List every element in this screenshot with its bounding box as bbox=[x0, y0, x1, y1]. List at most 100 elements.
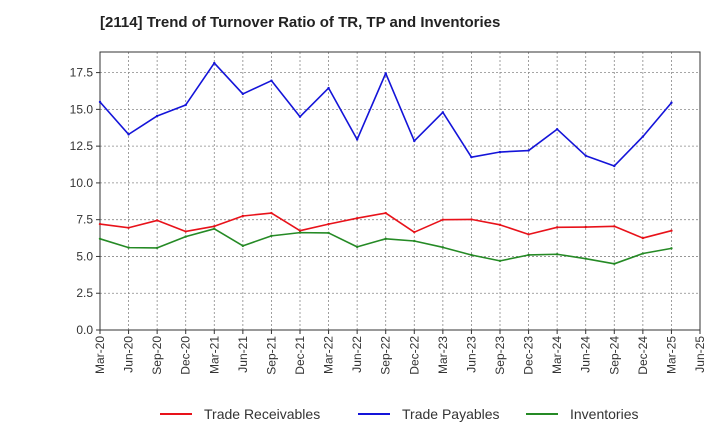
x-tick-label: Dec-23 bbox=[522, 336, 536, 375]
data-point bbox=[613, 262, 616, 266]
data-point bbox=[384, 72, 387, 75]
data-point bbox=[98, 222, 102, 226]
data-point bbox=[498, 223, 502, 227]
data-point bbox=[584, 154, 587, 157]
data-point bbox=[127, 226, 130, 229]
data-point bbox=[384, 211, 387, 215]
y-tick-label: 2.5 bbox=[76, 286, 93, 300]
series-layer bbox=[98, 61, 673, 266]
y-tick-label: 12.5 bbox=[70, 139, 94, 153]
data-point bbox=[384, 237, 387, 241]
x-tick-label: Sep-23 bbox=[493, 336, 507, 375]
x-tick-label: Sep-22 bbox=[379, 336, 393, 375]
data-point bbox=[527, 253, 530, 257]
y-tick-label: 15.0 bbox=[70, 102, 94, 116]
data-point bbox=[584, 257, 587, 260]
data-point bbox=[327, 231, 330, 235]
x-tick-label: Dec-21 bbox=[293, 336, 307, 375]
x-tick-label: Jun-24 bbox=[579, 336, 593, 373]
legend-label: Trade Payables bbox=[402, 406, 500, 422]
data-point bbox=[213, 61, 216, 65]
data-point bbox=[213, 227, 216, 231]
data-point bbox=[270, 211, 273, 215]
data-point bbox=[241, 244, 245, 248]
data-point bbox=[298, 231, 302, 234]
data-point bbox=[641, 135, 645, 138]
data-point bbox=[327, 222, 330, 226]
x-tick-label: Mar-22 bbox=[322, 336, 336, 374]
data-point bbox=[270, 79, 273, 82]
data-point bbox=[670, 101, 673, 104]
data-point bbox=[470, 253, 473, 257]
data-point bbox=[98, 237, 102, 241]
data-point bbox=[155, 246, 159, 250]
data-point bbox=[241, 92, 245, 96]
x-tick-label: Dec-22 bbox=[407, 336, 421, 375]
data-point bbox=[527, 149, 530, 152]
data-point bbox=[355, 138, 359, 141]
data-point bbox=[298, 115, 302, 118]
data-point bbox=[184, 103, 187, 107]
data-point bbox=[498, 150, 502, 154]
data-point bbox=[413, 239, 416, 243]
legend-label: Trade Receivables bbox=[204, 406, 320, 422]
data-point bbox=[184, 235, 187, 238]
x-tick-label: Mar-23 bbox=[436, 336, 450, 374]
data-point bbox=[127, 133, 130, 136]
x-tick-label: Dec-24 bbox=[636, 336, 650, 375]
data-point bbox=[413, 139, 416, 143]
data-point bbox=[155, 114, 159, 118]
data-point bbox=[555, 226, 559, 229]
data-point bbox=[470, 155, 473, 159]
x-tick-label: Jun-21 bbox=[236, 336, 250, 373]
chart-title: [2114] Trend of Turnover Ratio of TR, TP… bbox=[100, 14, 501, 31]
data-point bbox=[155, 219, 159, 222]
y-tick-label: 0.0 bbox=[76, 323, 93, 337]
data-point bbox=[498, 259, 502, 263]
data-point bbox=[441, 111, 445, 114]
data-point bbox=[413, 230, 416, 234]
data-point bbox=[98, 100, 102, 104]
x-tick-label: Sep-24 bbox=[607, 336, 621, 375]
x-tick-label: Jun-25 bbox=[693, 336, 707, 373]
data-point bbox=[613, 225, 616, 228]
x-tick-label: Jun-20 bbox=[122, 336, 136, 373]
data-point bbox=[555, 128, 559, 131]
x-tick-label: Jun-23 bbox=[464, 336, 478, 373]
series-line-trade-payables bbox=[99, 62, 673, 167]
x-tick-label: Sep-21 bbox=[264, 336, 278, 375]
plot-frame bbox=[99, 51, 701, 331]
x-tick-label: Mar-25 bbox=[664, 336, 678, 374]
data-point bbox=[127, 246, 130, 249]
data-point bbox=[670, 229, 673, 232]
y-tick-label: 5.0 bbox=[76, 249, 93, 263]
data-point bbox=[641, 236, 645, 240]
x-tick-label: Mar-21 bbox=[207, 336, 221, 374]
grid-layer bbox=[99, 52, 701, 330]
data-point bbox=[270, 234, 273, 238]
axis-layer: 0.0 2.5 5.0 7.5 10.0 12.5 15.0 17.5 Mar-20 Jun-20… bbox=[70, 66, 707, 375]
data-point bbox=[613, 164, 616, 168]
y-tick-label: 7.5 bbox=[76, 213, 93, 227]
data-point bbox=[213, 225, 216, 228]
data-point bbox=[441, 218, 445, 221]
data-point bbox=[641, 252, 645, 255]
data-point bbox=[584, 225, 587, 229]
x-tick-label: Mar-20 bbox=[93, 336, 107, 374]
data-point bbox=[441, 246, 445, 249]
data-point bbox=[241, 214, 245, 218]
y-tick-label: 17.5 bbox=[70, 66, 94, 80]
data-point bbox=[298, 229, 302, 232]
data-point bbox=[327, 86, 330, 90]
data-point bbox=[355, 245, 359, 249]
data-point bbox=[470, 218, 473, 221]
x-tick-label: Dec-20 bbox=[179, 336, 193, 375]
x-tick-label: Sep-20 bbox=[150, 336, 164, 375]
data-point bbox=[555, 253, 559, 256]
data-point bbox=[355, 217, 359, 220]
data-point bbox=[184, 230, 187, 233]
data-point bbox=[527, 233, 530, 236]
legend-layer: Trade Receivables Trade Payables Inventori… bbox=[160, 406, 638, 422]
